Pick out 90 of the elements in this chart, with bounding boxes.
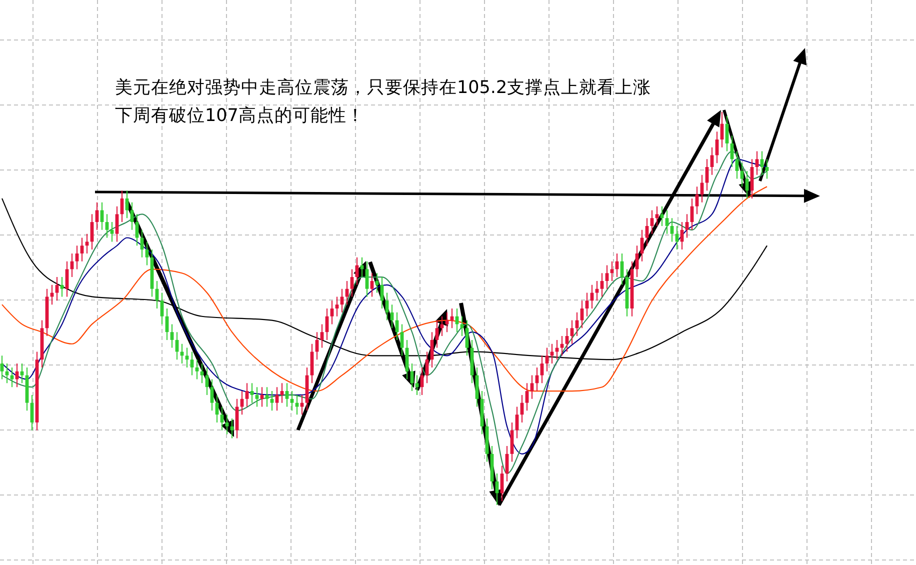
candlestick	[550, 343, 554, 364]
candlestick	[285, 382, 289, 408]
candlestick	[435, 320, 439, 348]
candlestick	[135, 214, 139, 246]
candlestick	[415, 374, 419, 396]
candlestick	[700, 174, 704, 203]
candlestick	[185, 347, 189, 368]
candlestick	[335, 296, 339, 317]
candlestick	[350, 268, 354, 298]
candlestick	[655, 206, 659, 226]
candlestick	[245, 382, 249, 408]
candlestick	[160, 292, 164, 325]
candlestick	[650, 210, 654, 234]
candlestick	[545, 347, 549, 372]
candlestick	[665, 210, 669, 234]
candlestick	[570, 320, 574, 344]
candlestick	[685, 214, 689, 238]
candlestick	[755, 150, 759, 176]
candlestick	[145, 241, 149, 266]
candlestick	[735, 150, 739, 180]
candlestick	[385, 292, 389, 321]
candlestick	[210, 378, 214, 412]
candlestick	[230, 418, 234, 439]
candlestick	[55, 276, 59, 302]
candlestick	[115, 206, 119, 242]
candlestick	[310, 343, 314, 384]
candlestick	[340, 288, 344, 313]
candlestick	[605, 264, 609, 290]
candlestick	[580, 300, 584, 329]
candlestick	[260, 386, 264, 408]
candlestick	[390, 304, 394, 329]
candlestick	[300, 394, 304, 416]
candlestick	[515, 406, 519, 439]
candlestick	[220, 406, 224, 431]
candlestick	[460, 316, 464, 337]
candlestick	[200, 363, 204, 384]
candlestick	[530, 374, 534, 400]
candlestick	[365, 260, 369, 298]
candlestick	[670, 218, 674, 242]
candlestick	[465, 320, 469, 356]
candlestick	[275, 386, 279, 412]
candlestick	[585, 292, 589, 317]
text: 美元在绝对强势中走高位震荡，只要保持在105.2支撑点上就看上涨	[115, 77, 652, 98]
candlestick	[765, 158, 769, 180]
candlestick	[370, 272, 374, 298]
candlestick	[330, 300, 334, 325]
candlestick	[240, 390, 244, 416]
candlestick	[450, 308, 454, 329]
candlestick	[440, 316, 444, 337]
candlestick	[295, 394, 299, 416]
candlestick	[180, 343, 184, 364]
candlestick	[265, 386, 269, 408]
candlestick	[660, 206, 664, 226]
candlestick	[250, 382, 254, 404]
candlestick	[595, 280, 599, 302]
candlestick	[5, 363, 9, 384]
candlestick	[75, 245, 79, 270]
candlestick	[560, 336, 564, 356]
candlestick	[645, 218, 649, 246]
candlestick	[60, 276, 64, 298]
candlestick	[320, 324, 324, 348]
candlestick	[760, 150, 764, 176]
candlestick	[110, 222, 114, 242]
candlestick	[225, 414, 229, 435]
candlestick	[565, 328, 569, 352]
candlestick	[600, 272, 604, 298]
candlestick	[525, 382, 529, 412]
candlestick	[610, 260, 614, 282]
candlestick	[20, 363, 24, 384]
candlestick	[425, 351, 429, 384]
candlestick	[255, 386, 259, 408]
candlestick	[170, 324, 174, 348]
candlestick	[270, 390, 274, 412]
candlestick	[195, 359, 199, 380]
candlestick	[280, 382, 284, 404]
candlestick	[375, 272, 379, 294]
candlestick	[190, 351, 194, 376]
candlestick	[105, 214, 109, 238]
candlestick	[695, 186, 699, 215]
candlestick	[65, 260, 69, 298]
candlestick	[0, 355, 4, 380]
candlestick	[80, 237, 84, 262]
candlestick	[290, 390, 294, 412]
candlestick	[710, 146, 714, 176]
annotation: 下周有破位107高点的可能性！	[115, 105, 364, 126]
candlestick	[125, 190, 129, 219]
candlestick	[740, 162, 744, 188]
candlestick	[400, 324, 404, 356]
candlestick	[540, 355, 544, 384]
candlestick	[85, 233, 89, 254]
